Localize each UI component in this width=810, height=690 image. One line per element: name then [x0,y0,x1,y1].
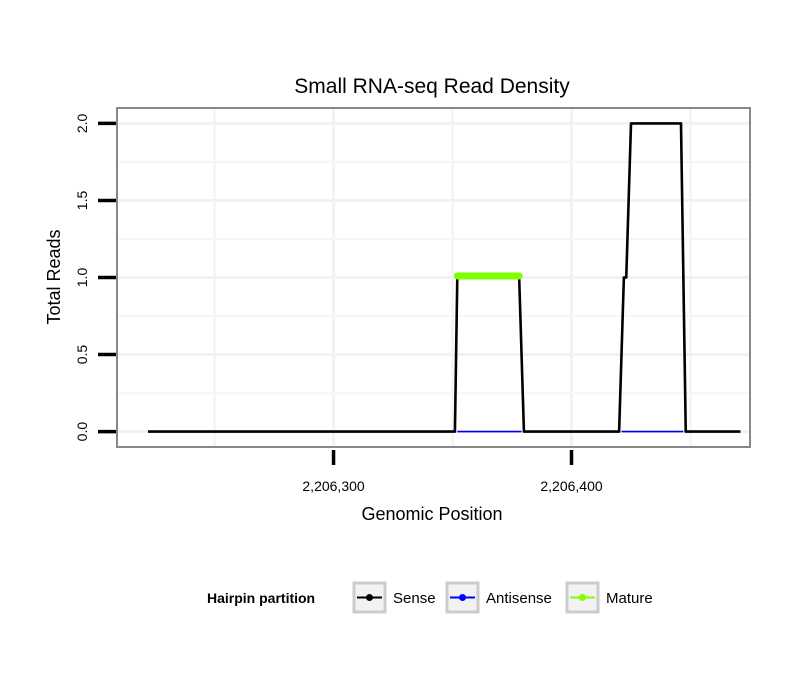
legend-label-sense: Sense [393,590,436,607]
x-tick-label: 2,206,400 [540,478,602,494]
legend: Hairpin partition Sense Antisense Mature [207,581,653,614]
chart-title: Small RNA-seq Read Density [294,75,570,98]
plot-border [116,107,751,448]
series-sense-line [147,122,741,433]
legend-item-sense: Sense [352,581,436,614]
y-axis: 0.0 0.5 1.0 1.5 2.0 [74,113,116,441]
series-layer [147,122,741,433]
y-tick-label: 1.0 [74,268,90,288]
legend-key-point [579,594,586,601]
x-tick-label: 2,206,300 [302,478,364,494]
x-axis-label: Genomic Position [361,504,502,524]
legend-key-point [366,594,373,601]
legend-item-mature: Mature [565,581,653,614]
legend-label-antisense: Antisense [486,590,552,607]
legend-key-point [459,594,466,601]
y-tick-label: 1.5 [74,191,90,211]
legend-title: Hairpin partition [207,590,315,606]
y-axis-label: Total Reads [44,229,64,324]
legend-label-mature: Mature [606,590,653,607]
x-axis: 2,206,300 2,206,400 [302,450,603,494]
plot-panel [116,107,751,448]
y-tick-label: 0.5 [74,345,90,365]
legend-item-antisense: Antisense [445,581,552,614]
y-tick-label: 0.0 [74,422,90,442]
y-tick-label: 2.0 [74,113,90,133]
